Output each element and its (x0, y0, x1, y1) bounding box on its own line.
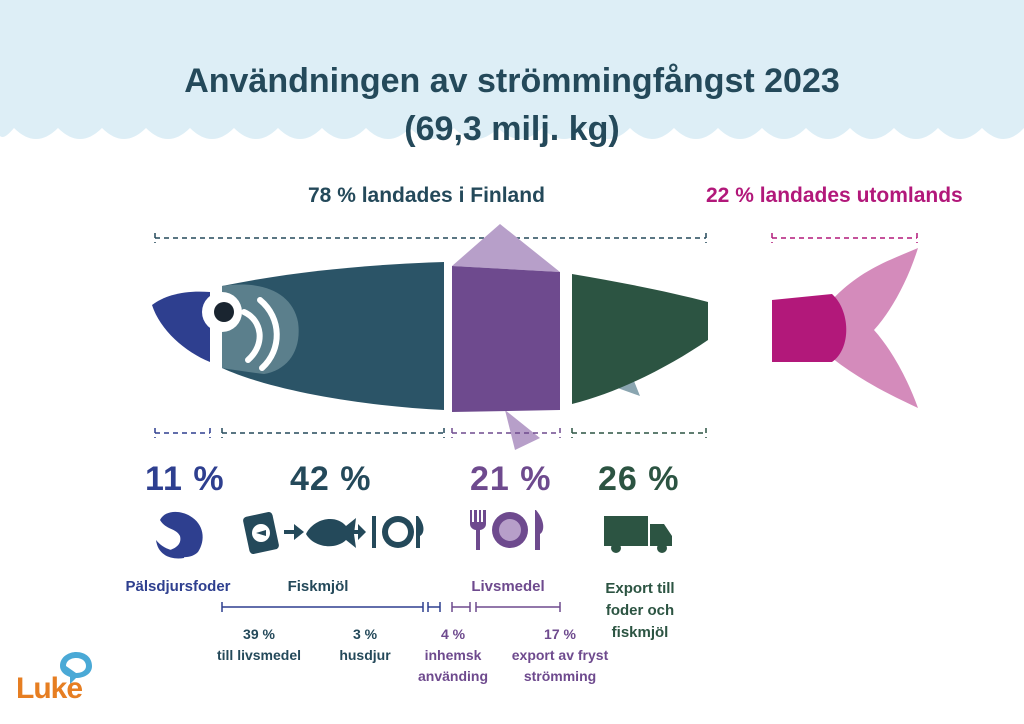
fork-plate-knife-icon (372, 516, 424, 548)
arrow-right-icon (284, 524, 304, 540)
export-label: Export till foder och fiskmjöl (605, 580, 675, 641)
truck-icon (604, 516, 672, 553)
arrow-right-icon-2 (352, 524, 366, 540)
logo-bubble-icon (60, 652, 92, 684)
fish-eye (202, 292, 242, 332)
feed-bag-icon (243, 512, 279, 554)
abroad-span-line (771, 233, 918, 243)
luke-logo: Luke (16, 672, 83, 705)
ventral-fin (505, 410, 540, 450)
food-breakdown-line (451, 602, 561, 612)
export-percent: 26 % (598, 460, 680, 498)
breakdown-export-frozen: 17 % export av fryst strömming (511, 626, 609, 684)
fishmeal-percent: 42 % (290, 460, 372, 498)
export-segment (572, 274, 708, 404)
page-title: Användningen av strömmingfångst 2023 (184, 62, 840, 100)
tail-base (772, 294, 847, 362)
page-subtitle: (69,3 milj. kg) (404, 110, 620, 148)
fish-head-segment (152, 291, 210, 362)
fishmeal-label: Fiskmjöl (287, 578, 349, 595)
plate-icon (470, 510, 544, 550)
abroad-header: 22 % landades utomlands (706, 184, 963, 207)
mink-icon (156, 511, 203, 559)
food-percent: 21 % (470, 460, 552, 498)
pelt-percent: 11 % (145, 460, 225, 498)
finland-header: 78 % landades i Finland (308, 184, 545, 207)
fish-icon (306, 518, 356, 548)
finland-span-line (154, 233, 707, 243)
dorsal-fin (452, 224, 560, 272)
food-label: Livsmedel (471, 578, 545, 595)
tail-fin (832, 248, 918, 408)
breakdown-domestic: 4 % inhemsk använding (417, 626, 488, 684)
fishmeal-breakdown-line (221, 602, 441, 612)
pelt-span-line (154, 428, 211, 438)
export-span-line (571, 428, 707, 438)
food-segment (452, 266, 560, 412)
food-span-line (451, 428, 561, 438)
breakdown-livsmedel: 39 % till livsmedel (216, 626, 302, 663)
fishmeal-span-line (221, 428, 445, 438)
breakdown-husdjur: 3 % husdjur (339, 626, 391, 663)
pelt-label: Pälsdjursfoder (125, 578, 231, 595)
sky-background (0, 0, 1024, 139)
